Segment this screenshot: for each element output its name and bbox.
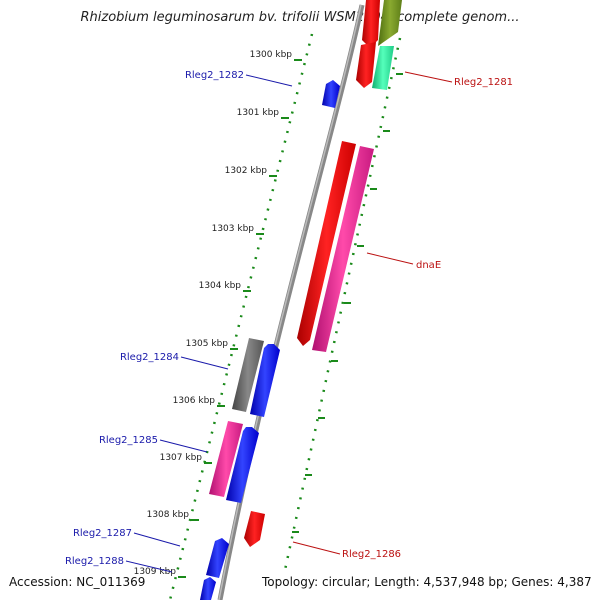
gene-label[interactable]: Rleg2_1285 (99, 435, 158, 446)
gene-blue-1284 (250, 344, 280, 417)
gene-olive-top (378, 0, 402, 46)
tick-label: 1308 kbp (147, 510, 190, 520)
label-callout-line (180, 356, 229, 370)
tick-label: 1300 kbp (250, 50, 293, 60)
gene-label[interactable]: Rleg2_1288 (65, 556, 124, 567)
gene-gray-1283 (232, 338, 264, 412)
gene-red-top (362, 0, 380, 48)
tick-label: 1307 kbp (160, 453, 203, 463)
tick-label: 1309 kbp (134, 567, 177, 577)
tick-label: 1303 kbp (212, 224, 255, 234)
gene-red-1280 (356, 42, 376, 88)
tick-label: 1304 kbp (199, 281, 242, 291)
gene-label[interactable]: Rleg2_1284 (120, 352, 179, 363)
label-callout-line (125, 560, 173, 573)
gene-label[interactable]: Rleg2_1286 (342, 549, 401, 560)
tick-label: 1306 kbp (173, 396, 216, 406)
gene-blue-1287 (206, 538, 229, 578)
map-title: Rhizobium leguminosarum bv. trifolii WSM… (80, 10, 520, 25)
label-callout-line (366, 252, 414, 265)
accession-text: Accession: NC_011369 (9, 575, 146, 589)
gene-red-1286 (244, 511, 265, 547)
tick-layer: 1300 kbp 1301 kbp 1302 kbp 1303 kbp 1304 kbp… (134, 50, 403, 578)
gene-magenta-1285 (209, 421, 243, 497)
gene-label[interactable]: Rleg2_1281 (454, 77, 513, 88)
gene-label[interactable]: Rleg2_1287 (73, 528, 132, 539)
gene-red-dnae (297, 141, 356, 346)
tick-label: 1302 kbp (225, 166, 268, 176)
genome-summary-text: Topology: circular; Length: 4,537,948 bp… (262, 575, 592, 589)
label-callout-line (245, 74, 293, 87)
outer-left-tick-ring (168, 33, 314, 600)
outer-right-tick-ring (283, 37, 402, 571)
gene-mint-1281 (372, 46, 394, 90)
gene-blue-1282 (322, 80, 340, 108)
label-callout-line (159, 439, 208, 453)
gene-label-layer: Rleg2_1282 Rleg2_1281 dnaE Rleg2_1284 Rleg2_… (65, 70, 513, 573)
label-callout-line (292, 541, 341, 555)
label-callout-line (133, 532, 181, 547)
gene-magenta-dnae (312, 146, 374, 352)
label-callout-line (404, 71, 453, 83)
gene-blue-1288 (200, 577, 216, 600)
gene-label[interactable]: Rleg2_1282 (185, 70, 244, 81)
gene-blue-1285 (226, 427, 259, 503)
tick-label: 1305 kbp (186, 339, 229, 349)
gene-label[interactable]: dnaE (416, 260, 441, 271)
tick-label: 1301 kbp (237, 108, 280, 118)
genome-backbone (217, 4, 365, 600)
